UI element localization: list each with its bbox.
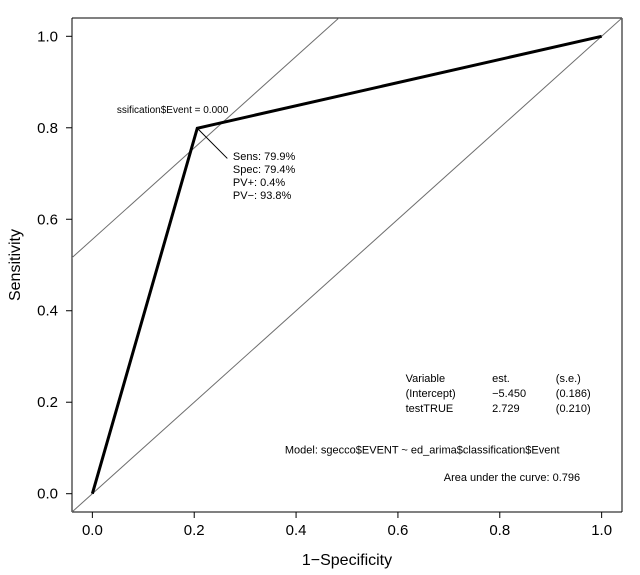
coef-row-0-var: (Intercept)	[406, 388, 456, 400]
threshold-pointer	[197, 128, 227, 158]
roc-chart: 0.0 0.2 0.4 0.6 0.8 1.0 0.0 0.2 0.4 0.6 0.8 1.0 1−Sp…	[0, 0, 640, 575]
y-tick-label: 0.0	[37, 486, 58, 503]
threshold-stat-3: PV−: 93.8%	[233, 190, 292, 202]
coef-header-se: (s.e.)	[556, 373, 581, 385]
cutoff-label: ssification$Event = 0.000	[117, 105, 229, 116]
offset-diagonal-line	[41, 0, 640, 285]
threshold-stat-2: PV+: 0.4%	[233, 177, 286, 189]
coef-row-0-est: −5.450	[492, 388, 526, 400]
x-tick-label: 0.6	[387, 522, 408, 539]
x-axis-label: 1−Specificity	[302, 552, 392, 569]
coef-header-var: Variable	[406, 373, 446, 385]
coef-header-est: est.	[492, 373, 510, 385]
x-tick-label: 1.0	[591, 522, 612, 539]
x-tick-label: 0.8	[489, 522, 510, 539]
threshold-stat-0: Sens: 79.9%	[233, 151, 296, 163]
coef-row-1-se: (0.210)	[556, 403, 591, 415]
x-tick-label: 0.2	[184, 522, 205, 539]
y-tick-label: 0.2	[37, 394, 58, 411]
coef-row-1-est: 2.729	[492, 403, 520, 415]
coef-row-1-var: testTRUE	[406, 403, 454, 415]
coef-row-0-se: (0.186)	[556, 388, 591, 400]
x-tick-label: 0.4	[286, 522, 307, 539]
y-tick-label: 0.4	[37, 303, 58, 320]
diagonal-reference-line	[72, 18, 622, 512]
x-tick-label: 0.0	[82, 522, 103, 539]
y-tick-label: 0.8	[37, 120, 58, 137]
y-axis-label: Sensitivity	[7, 229, 24, 301]
y-tick-label: 1.0	[37, 28, 58, 45]
threshold-stat-1: Spec: 79.4%	[233, 164, 296, 176]
auc-label: Area under the curve: 0.796	[444, 472, 580, 484]
model-formula: Model: sgecco$EVENT ~ ed_arima$classific…	[285, 444, 560, 456]
y-tick-label: 0.6	[37, 211, 58, 228]
